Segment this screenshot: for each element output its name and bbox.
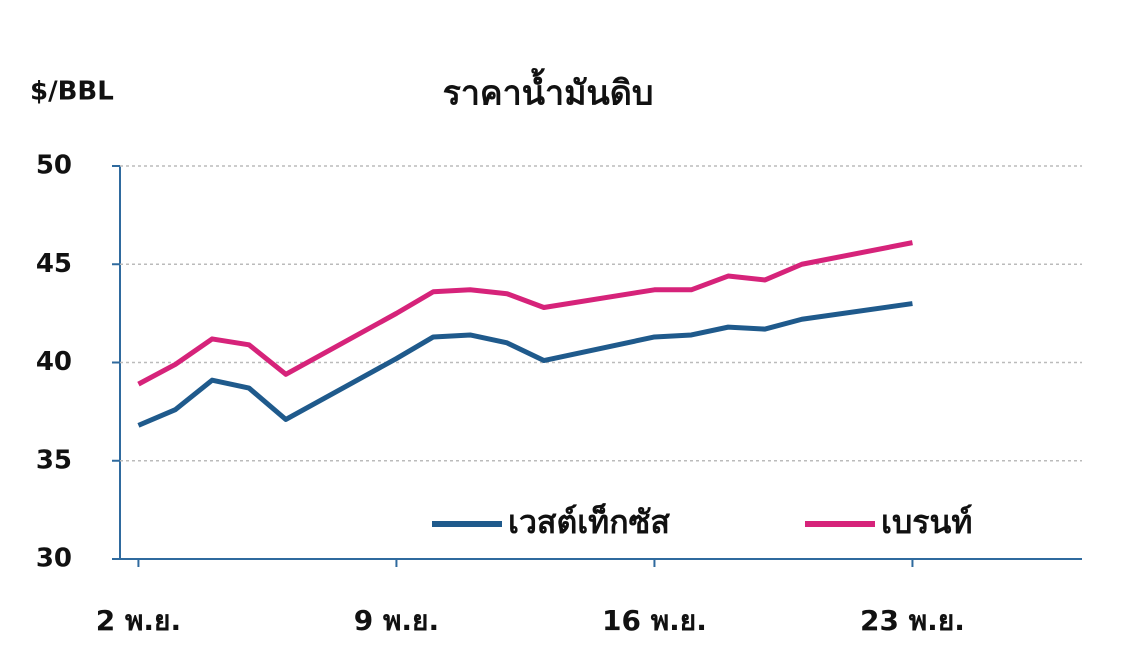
series-line xyxy=(137,301,913,428)
y-tick-label: 45 xyxy=(36,249,72,279)
x-tick-label: 2 พ.ย. xyxy=(96,604,181,637)
y-axis-label: $/BBL xyxy=(30,77,114,107)
y-tick-label: 50 xyxy=(36,151,72,181)
legend-label: เบรนท์ xyxy=(881,503,972,541)
y-tick-label: 35 xyxy=(36,445,72,475)
x-tick-label: 23 พ.ย. xyxy=(860,604,965,637)
x-tick-label: 16 พ.ย. xyxy=(602,604,707,637)
series-line xyxy=(137,240,913,387)
legend-label: เวสต์เท็กซัส xyxy=(508,502,670,541)
chart-title: ราคาน้ำมันดิบ xyxy=(443,68,654,114)
x-tick-label: 9 พ.ย. xyxy=(354,604,439,637)
y-tick-label: 30 xyxy=(36,544,72,574)
y-tick-label: 40 xyxy=(36,347,72,377)
